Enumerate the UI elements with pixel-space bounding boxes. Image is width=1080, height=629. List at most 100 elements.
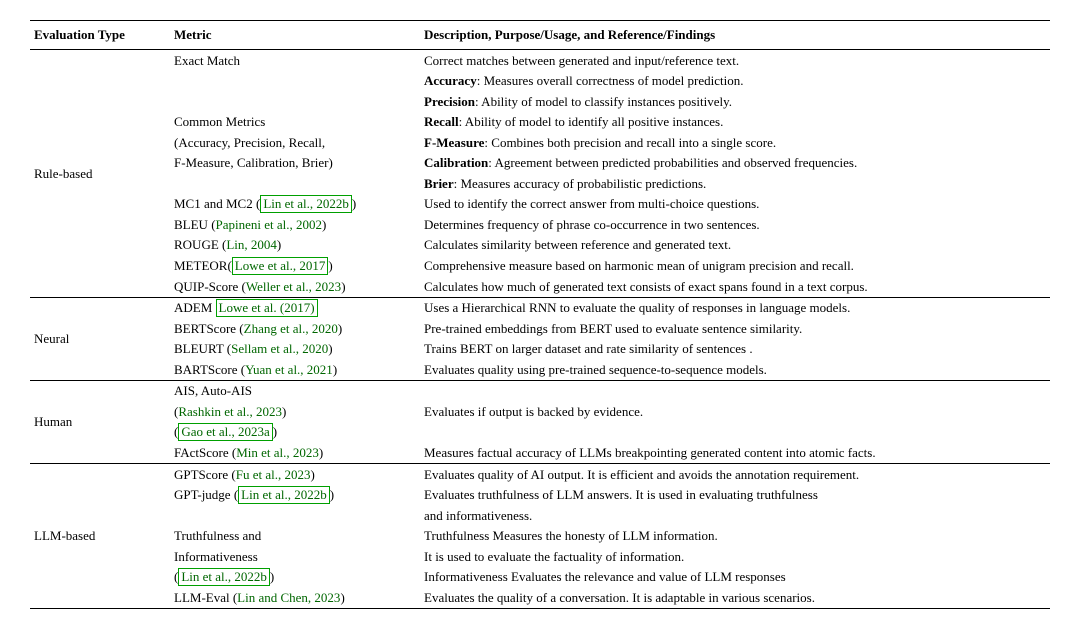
citation[interactable]: Zhang et al., 2020	[244, 321, 338, 336]
citation[interactable]: Lin et al., 2022b	[238, 486, 330, 504]
citation[interactable]: Lin et al., 2022b	[178, 568, 270, 586]
description-cell: Informativeness Evaluates the relevance …	[420, 567, 1050, 588]
table-row: QUIP-Score (Weller et al., 2023)Calculat…	[30, 276, 1050, 297]
description-cell: It is used to evaluate the factuality of…	[420, 546, 1050, 567]
table-row: Truthfulness andTruthfulness Measures th…	[30, 526, 1050, 547]
citation[interactable]: Lin, 2004	[226, 237, 277, 252]
description-cell: Recall: Ability of model to identify all…	[420, 112, 1050, 133]
description-cell: Brier: Measures accuracy of probabilisti…	[420, 173, 1050, 194]
table-row: Precision: Ability of model to classify …	[30, 91, 1050, 112]
metric-cell: Common Metrics	[170, 112, 420, 133]
description-cell: Used to identify the correct answer from…	[420, 194, 1050, 215]
description-cell: Truthfulness Measures the honesty of LLM…	[420, 526, 1050, 547]
citation[interactable]: Lin and Chen, 2023	[237, 590, 340, 605]
description-cell: Evaluates quality using pre-trained sequ…	[420, 359, 1050, 380]
table-row: LLM-basedGPTScore (Fu et al., 2023)Evalu…	[30, 464, 1050, 485]
table-row: MC1 and MC2 (Lin et al., 2022b)Used to i…	[30, 194, 1050, 215]
citation[interactable]: Lowe et al., 2017	[232, 257, 329, 275]
description-cell: Calculates similarity between reference …	[420, 235, 1050, 256]
evaluation-type-cell: LLM-based	[30, 464, 170, 608]
metric-cell: Exact Match	[170, 50, 420, 71]
table-row: BLEU (Papineni et al., 2002)Determines f…	[30, 214, 1050, 235]
citation[interactable]: Gao et al., 2023a	[178, 423, 272, 441]
table-row: Brier: Measures accuracy of probabilisti…	[30, 173, 1050, 194]
citation[interactable]: Papineni et al., 2002	[216, 217, 323, 232]
table-row: and informativeness.	[30, 505, 1050, 526]
description-cell: Calibration: Agreement between predicted…	[420, 153, 1050, 174]
metric-cell: (Rashkin et al., 2023)	[170, 401, 420, 422]
description-cell: Correct matches between generated and in…	[420, 50, 1050, 71]
description-cell	[420, 422, 1050, 443]
metric-cell	[170, 71, 420, 92]
metric-cell: (Accuracy, Precision, Recall,	[170, 132, 420, 153]
citation[interactable]: Lowe et al. (2017)	[216, 299, 318, 317]
table-row: HumanAIS, Auto-AIS	[30, 381, 1050, 402]
metric-cell: METEOR(Lowe et al., 2017)	[170, 256, 420, 277]
metric-cell: AIS, Auto-AIS	[170, 381, 420, 402]
metric-cell: GPT-judge (Lin et al., 2022b)	[170, 485, 420, 506]
description-cell: Determines frequency of phrase co-occurr…	[420, 214, 1050, 235]
col-header-metric: Metric	[170, 21, 420, 50]
col-header-type: Evaluation Type	[30, 21, 170, 50]
description-cell: Evaluates truthfulness of LLM answers. I…	[420, 485, 1050, 506]
citation[interactable]: Rashkin et al., 2023	[178, 404, 282, 419]
table-row: ROUGE (Lin, 2004)Calculates similarity b…	[30, 235, 1050, 256]
table-row: LLM-Eval (Lin and Chen, 2023)Evaluates t…	[30, 588, 1050, 609]
table-row: BLEURT (Sellam et al., 2020)Trains BERT …	[30, 339, 1050, 360]
metric-cell: F-Measure, Calibration, Brier)	[170, 153, 420, 174]
description-cell: Evaluates the quality of a conversation.…	[420, 588, 1050, 609]
table-row: (Accuracy, Precision, Recall,F-Measure: …	[30, 132, 1050, 153]
table-row: (Lin et al., 2022b)Informativeness Evalu…	[30, 567, 1050, 588]
description-cell	[420, 381, 1050, 402]
description-cell: Comprehensive measure based on harmonic …	[420, 256, 1050, 277]
metric-cell: LLM-Eval (Lin and Chen, 2023)	[170, 588, 420, 609]
metric-cell: QUIP-Score (Weller et al., 2023)	[170, 276, 420, 297]
col-header-desc: Description, Purpose/Usage, and Referenc…	[420, 21, 1050, 50]
table-row: Accuracy: Measures overall correctness o…	[30, 71, 1050, 92]
citation[interactable]: Fu et al., 2023	[236, 467, 311, 482]
metric-cell	[170, 505, 420, 526]
metric-cell: (Lin et al., 2022b)	[170, 567, 420, 588]
table-row: BARTScore (Yuan et al., 2021)Evaluates q…	[30, 359, 1050, 380]
description-cell: Evaluates if output is backed by evidenc…	[420, 401, 1050, 422]
metric-cell: BLEURT (Sellam et al., 2020)	[170, 339, 420, 360]
evaluation-type-cell: Human	[30, 381, 170, 464]
table-row: METEOR(Lowe et al., 2017)Comprehensive m…	[30, 256, 1050, 277]
description-cell: Measures factual accuracy of LLMs breakp…	[420, 443, 1050, 464]
metric-cell: BLEU (Papineni et al., 2002)	[170, 214, 420, 235]
citation[interactable]: Weller et al., 2023	[246, 279, 341, 294]
description-cell: Calculates how much of generated text co…	[420, 276, 1050, 297]
table-row: F-Measure, Calibration, Brier)Calibratio…	[30, 153, 1050, 174]
citation[interactable]: Yuan et al., 2021	[245, 362, 333, 377]
table-row: NeuralADEM Lowe et al. (2017)Uses a Hier…	[30, 298, 1050, 319]
metric-cell: Truthfulness and	[170, 526, 420, 547]
description-cell: Accuracy: Measures overall correctness o…	[420, 71, 1050, 92]
evaluation-metrics-table: Evaluation Type Metric Description, Purp…	[30, 20, 1050, 609]
metric-cell: BARTScore (Yuan et al., 2021)	[170, 359, 420, 380]
evaluation-type-cell: Neural	[30, 298, 170, 381]
evaluation-type-cell: Rule-based	[30, 50, 170, 297]
table-row: (Rashkin et al., 2023)Evaluates if outpu…	[30, 401, 1050, 422]
metric-cell: (Gao et al., 2023a)	[170, 422, 420, 443]
citation[interactable]: Sellam et al., 2020	[231, 341, 328, 356]
metric-cell: BERTScore (Zhang et al., 2020)	[170, 318, 420, 339]
description-cell: Uses a Hierarchical RNN to evaluate the …	[420, 298, 1050, 319]
description-cell: Precision: Ability of model to classify …	[420, 91, 1050, 112]
metric-cell	[170, 173, 420, 194]
metric-cell	[170, 91, 420, 112]
metric-cell: MC1 and MC2 (Lin et al., 2022b)	[170, 194, 420, 215]
table-row: GPT-judge (Lin et al., 2022b)Evaluates t…	[30, 485, 1050, 506]
metric-cell: ADEM Lowe et al. (2017)	[170, 298, 420, 319]
metric-cell: Informativeness	[170, 546, 420, 567]
table-row: FActScore (Min et al., 2023)Measures fac…	[30, 443, 1050, 464]
citation[interactable]: Lin et al., 2022b	[260, 195, 352, 213]
metric-cell: GPTScore (Fu et al., 2023)	[170, 464, 420, 485]
description-cell: and informativeness.	[420, 505, 1050, 526]
table-row: (Gao et al., 2023a)	[30, 422, 1050, 443]
table-row: Rule-basedExact MatchCorrect matches bet…	[30, 50, 1050, 71]
description-cell: Pre-trained embeddings from BERT used to…	[420, 318, 1050, 339]
description-cell: F-Measure: Combines both precision and r…	[420, 132, 1050, 153]
citation[interactable]: Min et al., 2023	[236, 445, 319, 460]
description-cell: Evaluates quality of AI output. It is ef…	[420, 464, 1050, 485]
description-cell: Trains BERT on larger dataset and rate s…	[420, 339, 1050, 360]
